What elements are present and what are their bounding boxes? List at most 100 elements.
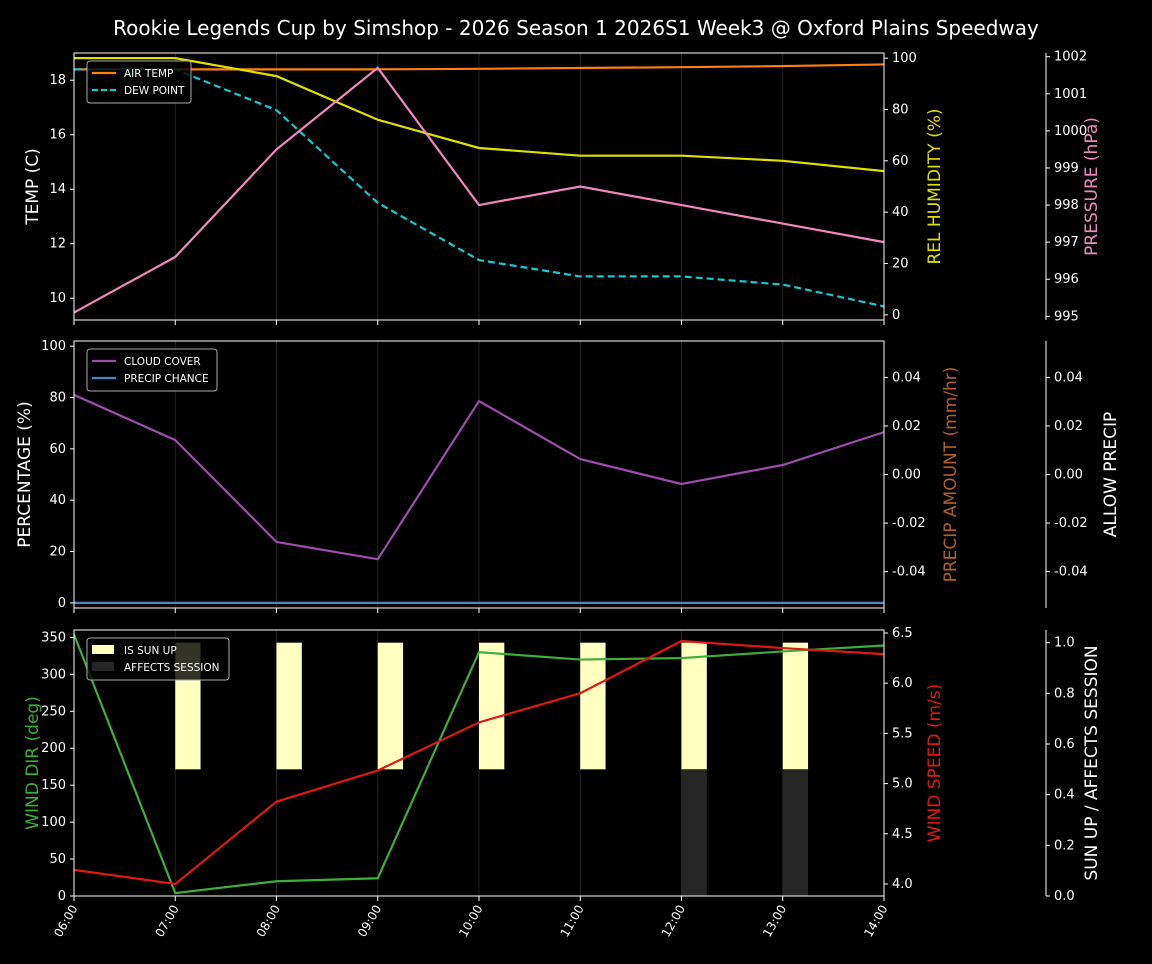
- series-line-air-temp: [74, 63, 885, 71]
- y-tick-label: 350: [41, 630, 66, 645]
- y3-tick-label: 1002: [1054, 50, 1087, 65]
- y-tick-label: 200: [41, 741, 66, 756]
- y3-tick-label: 996: [1054, 272, 1079, 287]
- legend-label: PRECIP CHANCE: [124, 373, 209, 385]
- y3-tick-label: 0.02: [1054, 419, 1083, 434]
- bar-is-sun-up: [782, 642, 809, 770]
- y2-axis-label: PRECIP AMOUNT (mm/hr): [941, 367, 961, 583]
- y2-tick-label: 40: [892, 205, 909, 220]
- series-line-dew-point: [74, 68, 885, 308]
- x-tick-label: 06:00: [51, 903, 80, 940]
- y3-tick-label: 1.0: [1054, 636, 1075, 651]
- y-tick-label: 14: [49, 182, 66, 197]
- bar-is-sun-up: [479, 642, 505, 770]
- y3-tick-label: 1000: [1054, 124, 1087, 139]
- y3-tick-label: 0.04: [1054, 370, 1083, 385]
- y-tick-label: 150: [41, 778, 66, 793]
- y2-axis-label: WIND SPEED (m/s): [925, 684, 945, 842]
- y2-tick-label: -0.02: [892, 516, 926, 531]
- y-tick-label: 40: [49, 493, 66, 508]
- panel-2: 0 20 40 60 80 100 -0.04 -0.02 0.00 0.02 0.04 -0.04 -…: [15, 339, 1121, 613]
- y2-tick-label: 0.02: [892, 419, 921, 434]
- legend-label: IS SUN UP: [124, 645, 177, 657]
- y-axis-label: TEMP (C): [23, 148, 43, 226]
- y2-tick-label: 5.5: [892, 726, 913, 741]
- y2-tick-label: 100: [892, 51, 917, 66]
- y-tick-label: 80: [49, 390, 66, 405]
- y-tick-label: 0: [58, 596, 66, 611]
- legend: IS SUN UP AFFECTS SESSION: [86, 637, 230, 681]
- legend: CLOUD COVER PRECIP CHANCE: [86, 348, 218, 392]
- y3-tick-label: 0.8: [1054, 686, 1075, 701]
- series-line-y2: [73, 639, 885, 886]
- y2-axis-label: REL HUMIDITY (%): [925, 108, 945, 264]
- y-axis-label: WIND DIR (deg): [23, 696, 43, 830]
- y-tick-label: 100: [41, 815, 66, 830]
- y3-tick-label: 999: [1054, 161, 1079, 176]
- y2-tick-label: 5.0: [892, 777, 913, 792]
- x-tick-label: 09:00: [355, 903, 384, 940]
- y-axis-label: PERCENTAGE (%): [15, 401, 35, 547]
- y2-tick-label: 4.5: [892, 827, 913, 842]
- bar-is-sun-up: [580, 642, 606, 770]
- bar-affects-session: [782, 769, 809, 896]
- series-line-y2: [74, 57, 885, 173]
- x-tick-label: 10:00: [456, 903, 485, 940]
- y2-tick-label: -0.04: [892, 565, 926, 580]
- panel-1: 10 12 14 16 18 0 20 40 60 80 100 995 996 997 998 999 100…: [23, 50, 1102, 325]
- y-tick-label: 0: [58, 889, 66, 904]
- y-tick-label: 18: [49, 73, 66, 88]
- series-line-y3: [73, 66, 885, 314]
- legend-label: DEW POINT: [124, 85, 185, 97]
- x-tick-label: 07:00: [152, 903, 181, 940]
- y3-axis-label: PRESSURE (hPa): [1082, 117, 1102, 256]
- y3-axis-label: ALLOW PRECIP: [1101, 412, 1121, 538]
- y3-tick-label: 997: [1054, 235, 1079, 250]
- x-tick-label: 08:00: [254, 903, 283, 940]
- y3-tick-label: 0.6: [1054, 737, 1075, 752]
- legend-label: AFFECTS SESSION: [124, 662, 220, 674]
- y2-tick-label: 20: [892, 257, 909, 272]
- legend: AIR TEMP DEW POINT: [86, 60, 192, 104]
- y2-tick-label: 0.00: [892, 468, 921, 483]
- y2-tick-label: 6.5: [892, 626, 913, 641]
- y3-tick-label: -0.02: [1054, 516, 1088, 531]
- y-tick-label: 100: [41, 339, 66, 354]
- y-tick-label: 16: [49, 128, 66, 143]
- y-tick-label: 20: [49, 545, 66, 560]
- legend-swatch: [92, 662, 114, 671]
- y-tick-label: 10: [49, 291, 66, 306]
- y-tick-label: 300: [41, 667, 66, 682]
- y2-tick-label: 0: [892, 308, 900, 323]
- legend-label: CLOUD COVER: [124, 356, 201, 368]
- y3-tick-label: 0.00: [1054, 468, 1083, 483]
- y2-tick-label: 0.04: [892, 370, 921, 385]
- y3-tick-label: 0.0: [1054, 889, 1075, 904]
- y2-tick-label: 80: [892, 102, 909, 117]
- y2-tick-label: 6.0: [892, 676, 913, 691]
- legend-swatch: [92, 645, 114, 654]
- y-tick-label: 50: [49, 852, 66, 867]
- y-tick-label: 60: [49, 442, 66, 457]
- x-tick-label: 11:00: [557, 903, 586, 940]
- x-tick-label: 13:00: [760, 903, 789, 940]
- bar-is-sun-up: [377, 642, 404, 770]
- x-tick-label: 12:00: [659, 903, 688, 940]
- y-tick-label: 250: [41, 704, 66, 719]
- legend-label: AIR TEMP: [124, 68, 173, 80]
- x-tick-label: 14:00: [861, 903, 890, 940]
- series-line-cloud-cover: [73, 393, 885, 561]
- y-tick-label: 12: [49, 237, 66, 252]
- panel-3: 0 50 100 150 200 250 300 350 4.0 4.5 5.0 5.5 6.0 6.5 0…: [23, 626, 1102, 939]
- y3-tick-label: 1001: [1054, 87, 1087, 102]
- y2-tick-label: 60: [892, 154, 909, 169]
- series-line-y: [72, 634, 885, 895]
- y3-tick-label: -0.04: [1054, 565, 1088, 580]
- y3-axis-label: SUN UP / AFFECTS SESSION: [1082, 645, 1102, 880]
- y3-tick-label: 995: [1054, 309, 1079, 324]
- chart-title: Rookie Legends Cup by Simshop - 2026 Sea…: [113, 16, 1039, 40]
- y3-tick-label: 0.4: [1054, 788, 1075, 803]
- bar-affects-session: [681, 769, 707, 896]
- y3-tick-label: 998: [1054, 198, 1079, 213]
